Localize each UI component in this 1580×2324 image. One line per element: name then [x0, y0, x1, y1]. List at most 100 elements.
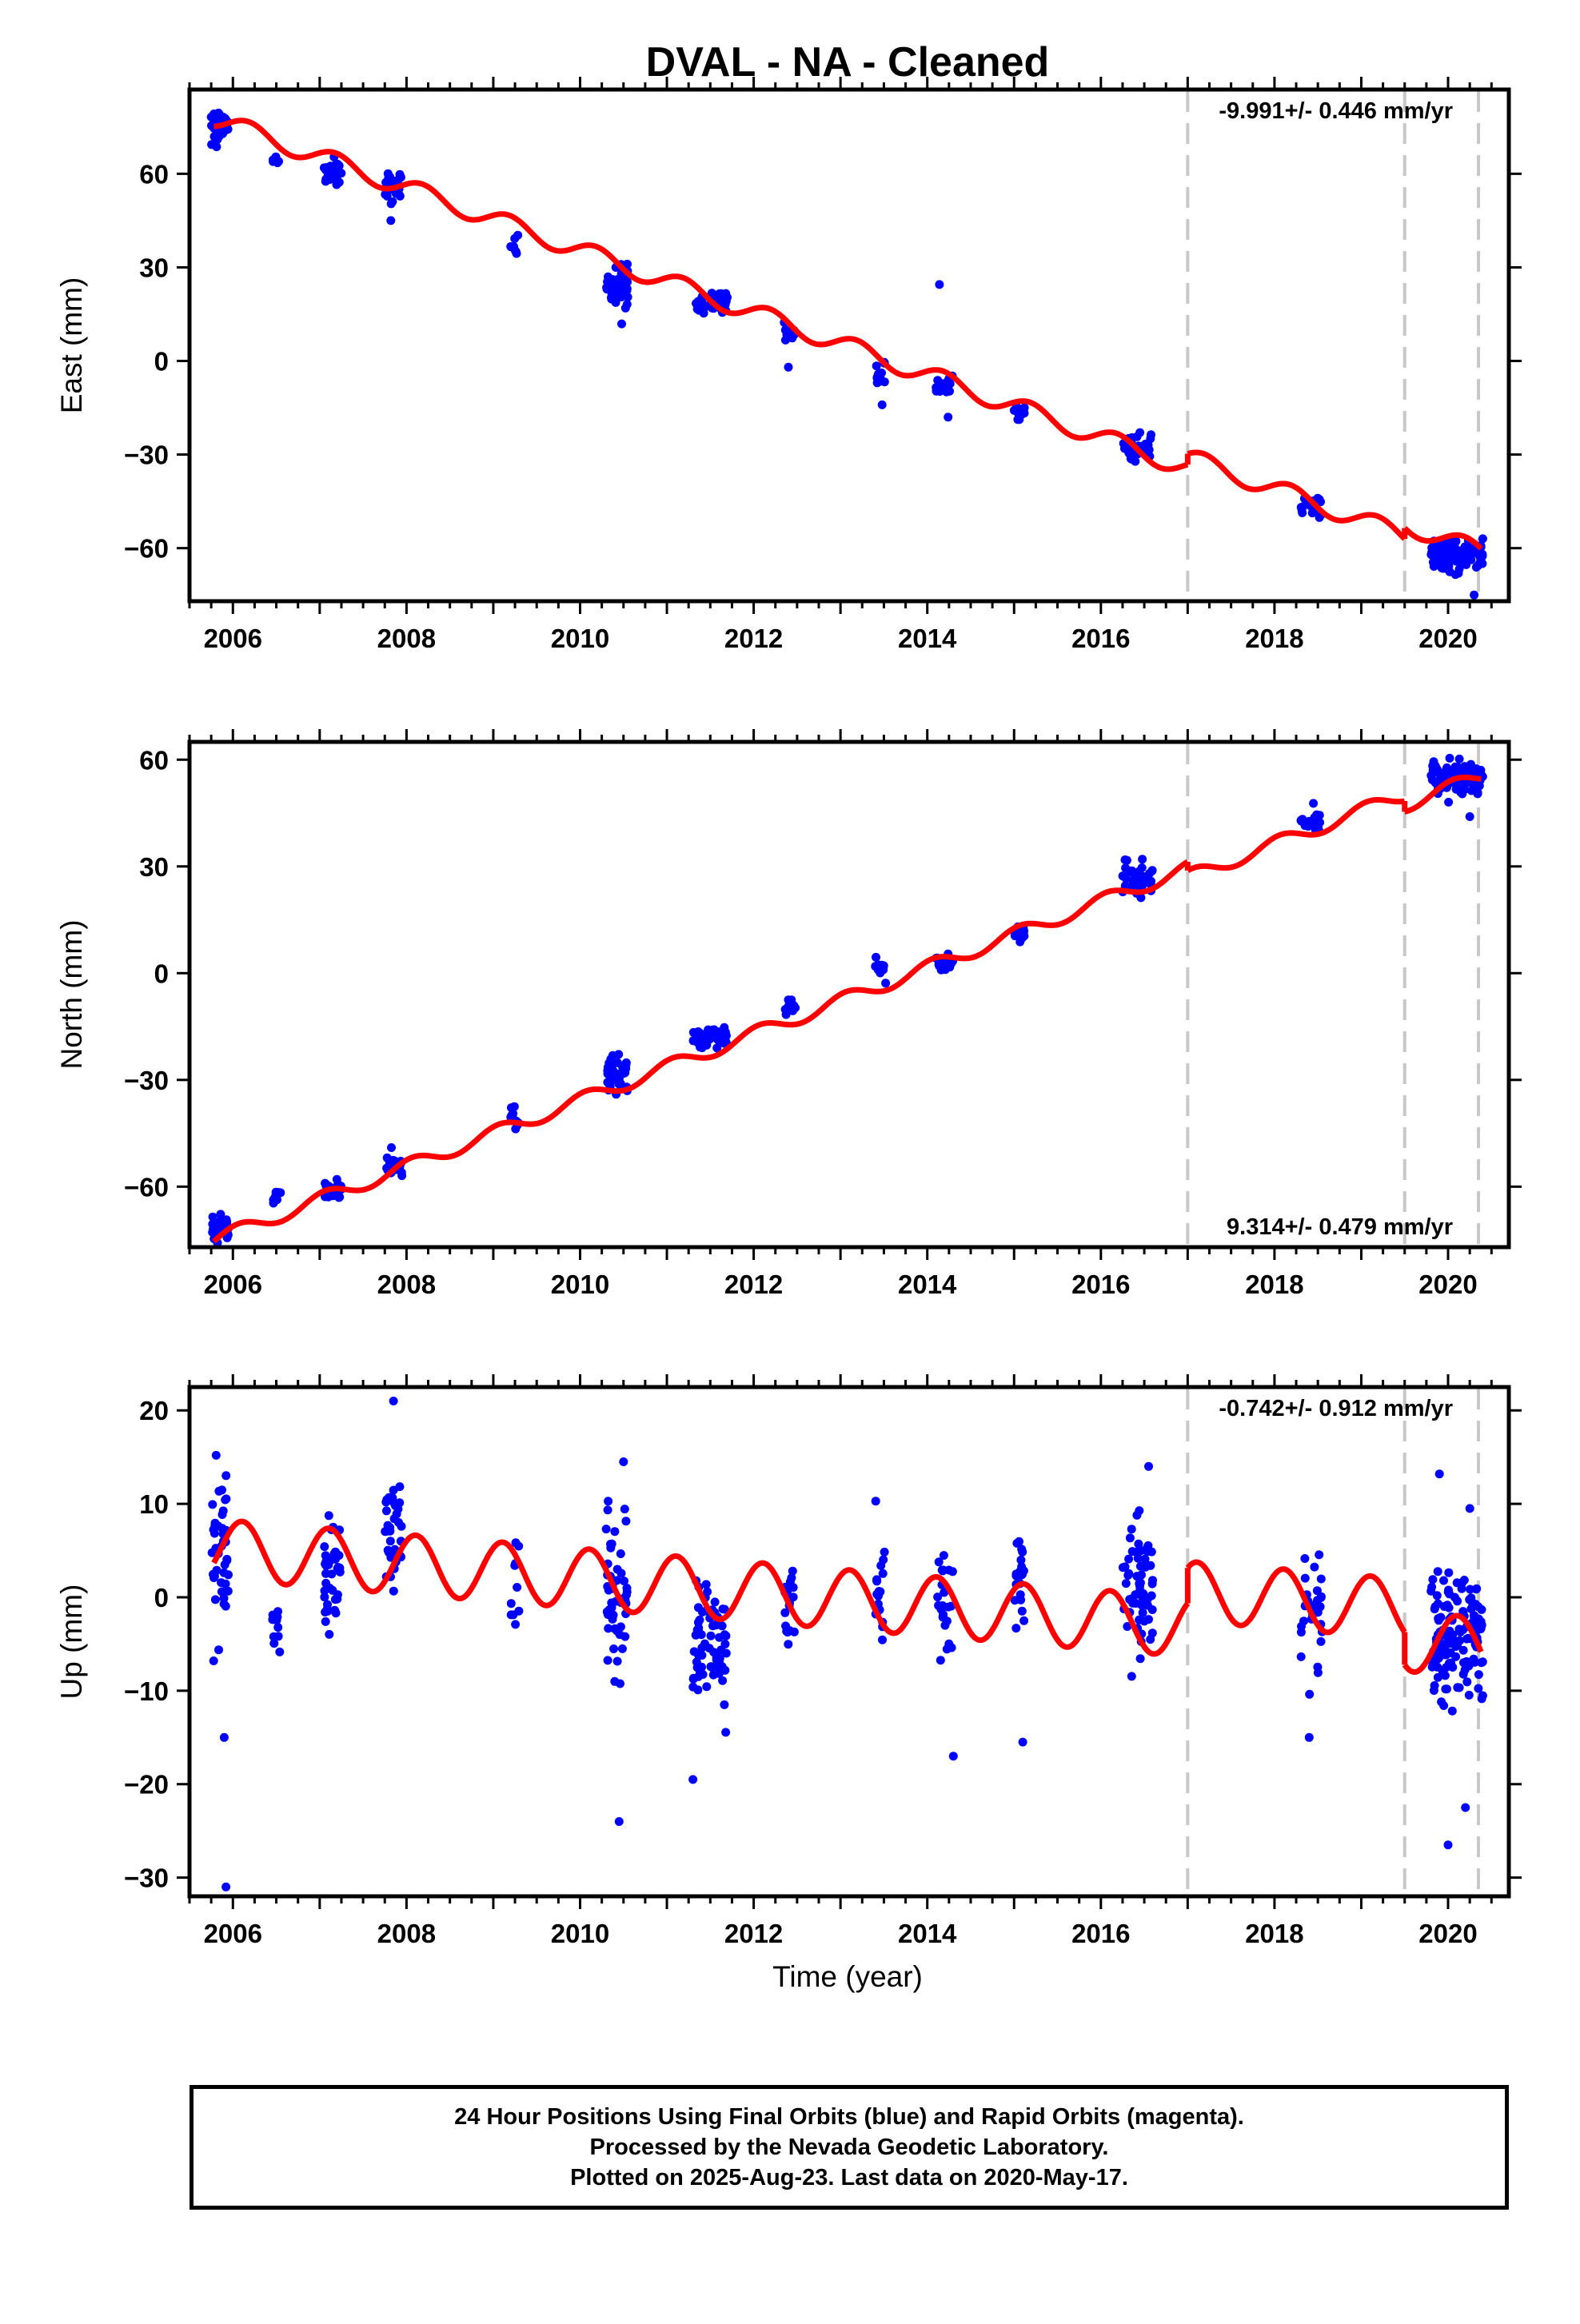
- data-point: [877, 400, 887, 409]
- data-point: [704, 1025, 713, 1034]
- data-point: [935, 280, 944, 289]
- data-point: [720, 291, 730, 301]
- data-point: [1143, 440, 1153, 450]
- data-point: [1300, 1573, 1310, 1583]
- data-point: [1120, 855, 1130, 864]
- data-point: [721, 1631, 731, 1640]
- data-point: [610, 1624, 620, 1633]
- data-point: [506, 1103, 516, 1113]
- data-point: [717, 1662, 727, 1672]
- model-fit-line: [1185, 449, 1407, 541]
- data-point: [218, 1506, 228, 1516]
- data-point: [934, 1557, 944, 1567]
- x-tick-label: 2012: [724, 1919, 783, 1948]
- data-point: [1134, 1539, 1143, 1549]
- data-point: [1297, 1621, 1306, 1631]
- data-point: [1458, 1645, 1468, 1655]
- data-point: [1310, 1562, 1319, 1572]
- data-point: [216, 1216, 225, 1226]
- data-point: [392, 1509, 401, 1519]
- data-point: [510, 233, 520, 243]
- data-point: [1469, 1611, 1478, 1620]
- data-point: [606, 1540, 615, 1549]
- data-point: [1315, 1602, 1325, 1612]
- data-point: [1462, 1677, 1472, 1687]
- x-tick-label: 2018: [1245, 1919, 1303, 1948]
- data-point: [608, 1062, 616, 1071]
- data-point: [391, 189, 401, 198]
- data-point: [1011, 1571, 1021, 1581]
- data-point: [272, 157, 281, 166]
- data-point: [608, 1050, 617, 1060]
- data-point: [879, 1555, 888, 1565]
- panel-3: 2006 2008 2010 2012 2014 2016 2018 2020−30−20−1…: [55, 1374, 1522, 1948]
- data-point: [936, 959, 946, 969]
- data-point: [223, 1586, 233, 1596]
- data-point: [1461, 763, 1470, 772]
- data-point: [1439, 1576, 1448, 1585]
- data-point: [1464, 1690, 1474, 1700]
- data-point: [1147, 1628, 1157, 1638]
- data-point: [1143, 1594, 1153, 1603]
- data-point: [1147, 866, 1157, 875]
- data-point: [1432, 1591, 1442, 1600]
- figure-title: DVAL - NA - Cleaned: [646, 39, 1050, 86]
- x-tick-label: 2010: [551, 624, 609, 653]
- data-point: [389, 1586, 398, 1596]
- data-point: [718, 1604, 728, 1614]
- data-point: [610, 1527, 620, 1537]
- data-point: [1131, 1599, 1140, 1608]
- y-tick-label: 0: [154, 959, 169, 988]
- data-point: [1466, 1585, 1474, 1594]
- data-point: [1439, 1648, 1449, 1658]
- data-point: [511, 1620, 521, 1629]
- data-point: [932, 383, 941, 393]
- data-point: [940, 1588, 949, 1597]
- y-tick-label: −30: [124, 440, 169, 470]
- data-point: [1474, 1670, 1483, 1680]
- data-point: [1012, 407, 1022, 417]
- model-fit-line: [1402, 774, 1483, 815]
- data-point: [1137, 863, 1147, 872]
- data-point: [273, 1623, 283, 1632]
- data-point: [1444, 1568, 1454, 1577]
- data-point: [1018, 1547, 1027, 1557]
- data-point: [327, 1569, 337, 1579]
- data-point: [1438, 564, 1447, 573]
- x-tick-label: 2020: [1418, 624, 1477, 653]
- data-point: [603, 1656, 612, 1665]
- rate-label: -9.991+/- 0.446 mm/yr: [1219, 98, 1453, 124]
- data-point: [1458, 1625, 1468, 1634]
- data-point: [620, 1577, 628, 1586]
- data-point: [1127, 454, 1136, 464]
- data-point: [1135, 1506, 1144, 1516]
- data-point: [1433, 1655, 1442, 1664]
- data-point: [1469, 1654, 1478, 1664]
- data-point: [213, 108, 223, 118]
- data-point: [387, 1143, 396, 1152]
- data-point: [1451, 1652, 1461, 1661]
- data-point: [878, 1635, 887, 1644]
- data-point: [1127, 1525, 1136, 1534]
- data-point: [1316, 497, 1325, 507]
- data-point: [1434, 1616, 1443, 1625]
- data-point: [321, 1616, 330, 1626]
- data-point: [1296, 815, 1306, 825]
- data-point: [321, 1559, 330, 1569]
- rate-label: -0.742+/- 0.912 mm/yr: [1219, 1396, 1453, 1421]
- y-tick-label: −60: [124, 1172, 169, 1202]
- data-point: [1477, 1604, 1486, 1614]
- panel-frame: [187, 87, 1511, 604]
- data-point: [1442, 1600, 1452, 1610]
- data-point: [1444, 797, 1454, 807]
- data-point: [1461, 779, 1470, 788]
- data-point: [612, 1565, 622, 1574]
- data-point: [1010, 1596, 1019, 1605]
- data-point: [1468, 780, 1478, 790]
- data-point: [1312, 810, 1322, 819]
- data-point: [705, 1034, 715, 1044]
- x-tick-label: 2020: [1418, 1270, 1477, 1299]
- data-point: [1443, 1840, 1453, 1850]
- data-point: [1440, 768, 1450, 777]
- data-point: [933, 1593, 943, 1602]
